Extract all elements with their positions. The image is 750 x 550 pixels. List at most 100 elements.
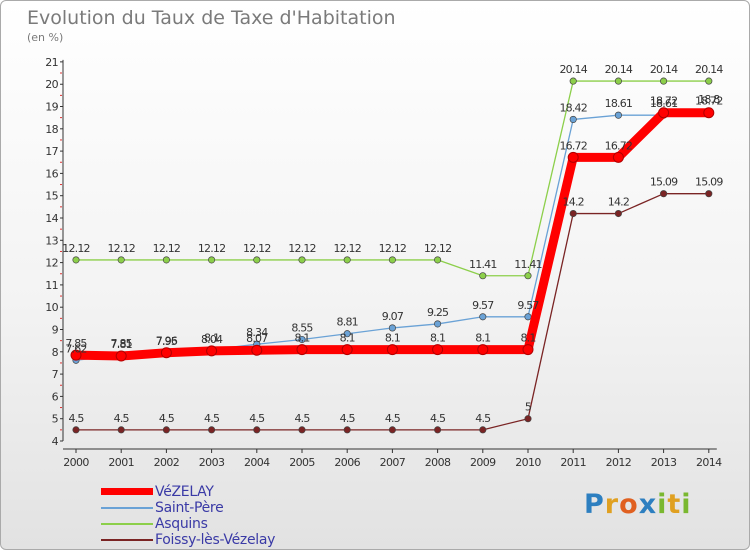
data-labels-layer: 4.5 4.5 4.5 4.5 4.5 4.5 4.5 4.5 4.5 4.5 5 14.2 14.2 1… [62,63,724,425]
data-point [434,256,442,264]
data-label: 14.2 [563,196,584,209]
data-label: 8.1 [340,332,355,345]
y-tick-label: 10 [45,301,58,314]
data-label: 8.1 [475,332,490,345]
data-label: 8.1 [294,332,309,345]
data-label: 20.14 [559,63,587,76]
legend-label-vezelay: VéZELAY [155,484,214,500]
data-label: 12.12 [153,242,181,255]
data-label: 12.12 [333,242,361,255]
x-tick-label: 2002 [154,456,180,469]
legend-swatch-foissy [101,539,153,541]
data-label: 11.41 [469,258,497,271]
data-label: 15.09 [650,176,678,189]
data-label: 18.42 [559,101,587,114]
data-label: 7.96 [156,335,178,348]
data-point [614,111,622,119]
data-point [479,426,487,434]
chart-title: Evolution du Taux de Taxe d'Habitation [27,7,396,29]
data-label: 12.12 [62,242,90,255]
data-point [660,190,668,198]
data-point [298,426,306,434]
data-point [208,426,216,434]
data-label: 14.2 [608,196,629,209]
data-label: 9.25 [427,306,449,319]
data-point [117,256,125,264]
x-tick-label: 2010 [515,456,541,469]
legend-swatch-saint-pere [101,507,153,509]
x-tick-label: 2004 [244,456,270,469]
y-tick-label: 11 [45,279,58,292]
data-point [524,415,532,423]
data-point [388,256,396,264]
legend-label-asquins: Asquins [155,516,208,532]
x-tick-label: 2013 [651,456,677,469]
data-point [70,349,82,361]
data-label: 18.72 [695,95,723,108]
data-point [479,313,487,321]
data-point [569,209,577,218]
y-axis-unit: (en %) [27,31,64,44]
data-point [341,344,353,356]
data-label: 8.07 [246,332,268,345]
y-tick-label: 5 [52,413,59,426]
data-label: 4.5 [159,412,175,425]
data-label: 8.1 [204,332,219,345]
y-tick-label: 13 [45,234,58,247]
data-label: 8.1 [520,332,535,345]
data-label: 8.1 [430,332,445,345]
data-label: 18.72 [650,95,678,108]
data-label: 15.09 [695,176,723,189]
data-point [386,344,398,356]
data-point [298,335,306,344]
proxiti-logo: Proxiti [584,489,692,520]
data-label: 8.04 [201,333,223,346]
y-tick-label: 12 [45,257,58,270]
data-label: 9.57 [472,299,494,312]
data-label: 7.85 [111,337,133,350]
data-point [614,77,622,85]
data-point [434,320,442,328]
data-label: 20.14 [695,63,723,76]
data-point [477,344,489,356]
data-label: 20.14 [605,63,633,76]
data-point [162,426,170,434]
y-tick-label: 7 [52,368,59,381]
data-label: 8.55 [291,322,313,335]
data-point [569,115,577,123]
data-label: 18.61 [650,97,678,110]
data-label: 11.41 [514,258,542,271]
data-label: 7.62 [65,342,86,355]
x-tick-label: 2008 [425,456,451,469]
data-point [567,151,579,163]
legend-label-foissy: Foissy-lès-Vézelay [155,532,276,548]
data-label: 20.14 [650,63,678,76]
data-label: 12.12 [379,242,407,255]
data-point [251,344,263,356]
data-point [160,347,172,359]
data-point [298,256,306,264]
y-tick-label: 16 [45,167,58,180]
data-label: 9.07 [382,310,404,323]
data-point [524,272,532,280]
data-label: 12.12 [198,242,226,255]
data-point [479,272,487,280]
data-point [612,151,624,163]
data-point [660,77,668,85]
x-tick-label: 2012 [606,456,632,469]
data-point [388,324,396,332]
data-label: 7.81 [111,338,132,351]
y-tick-label: 15 [45,190,58,203]
data-point [569,77,577,85]
data-point [705,77,713,85]
y-tick-label: 17 [45,145,58,158]
data-label: 4.5 [340,412,356,425]
data-label: 4.5 [204,412,220,425]
x-tick-label: 2003 [199,456,225,469]
data-label: 12.12 [107,242,135,255]
y-tick-label: 21 [45,56,58,69]
data-point [703,107,715,119]
data-label: 8.81 [337,316,358,329]
